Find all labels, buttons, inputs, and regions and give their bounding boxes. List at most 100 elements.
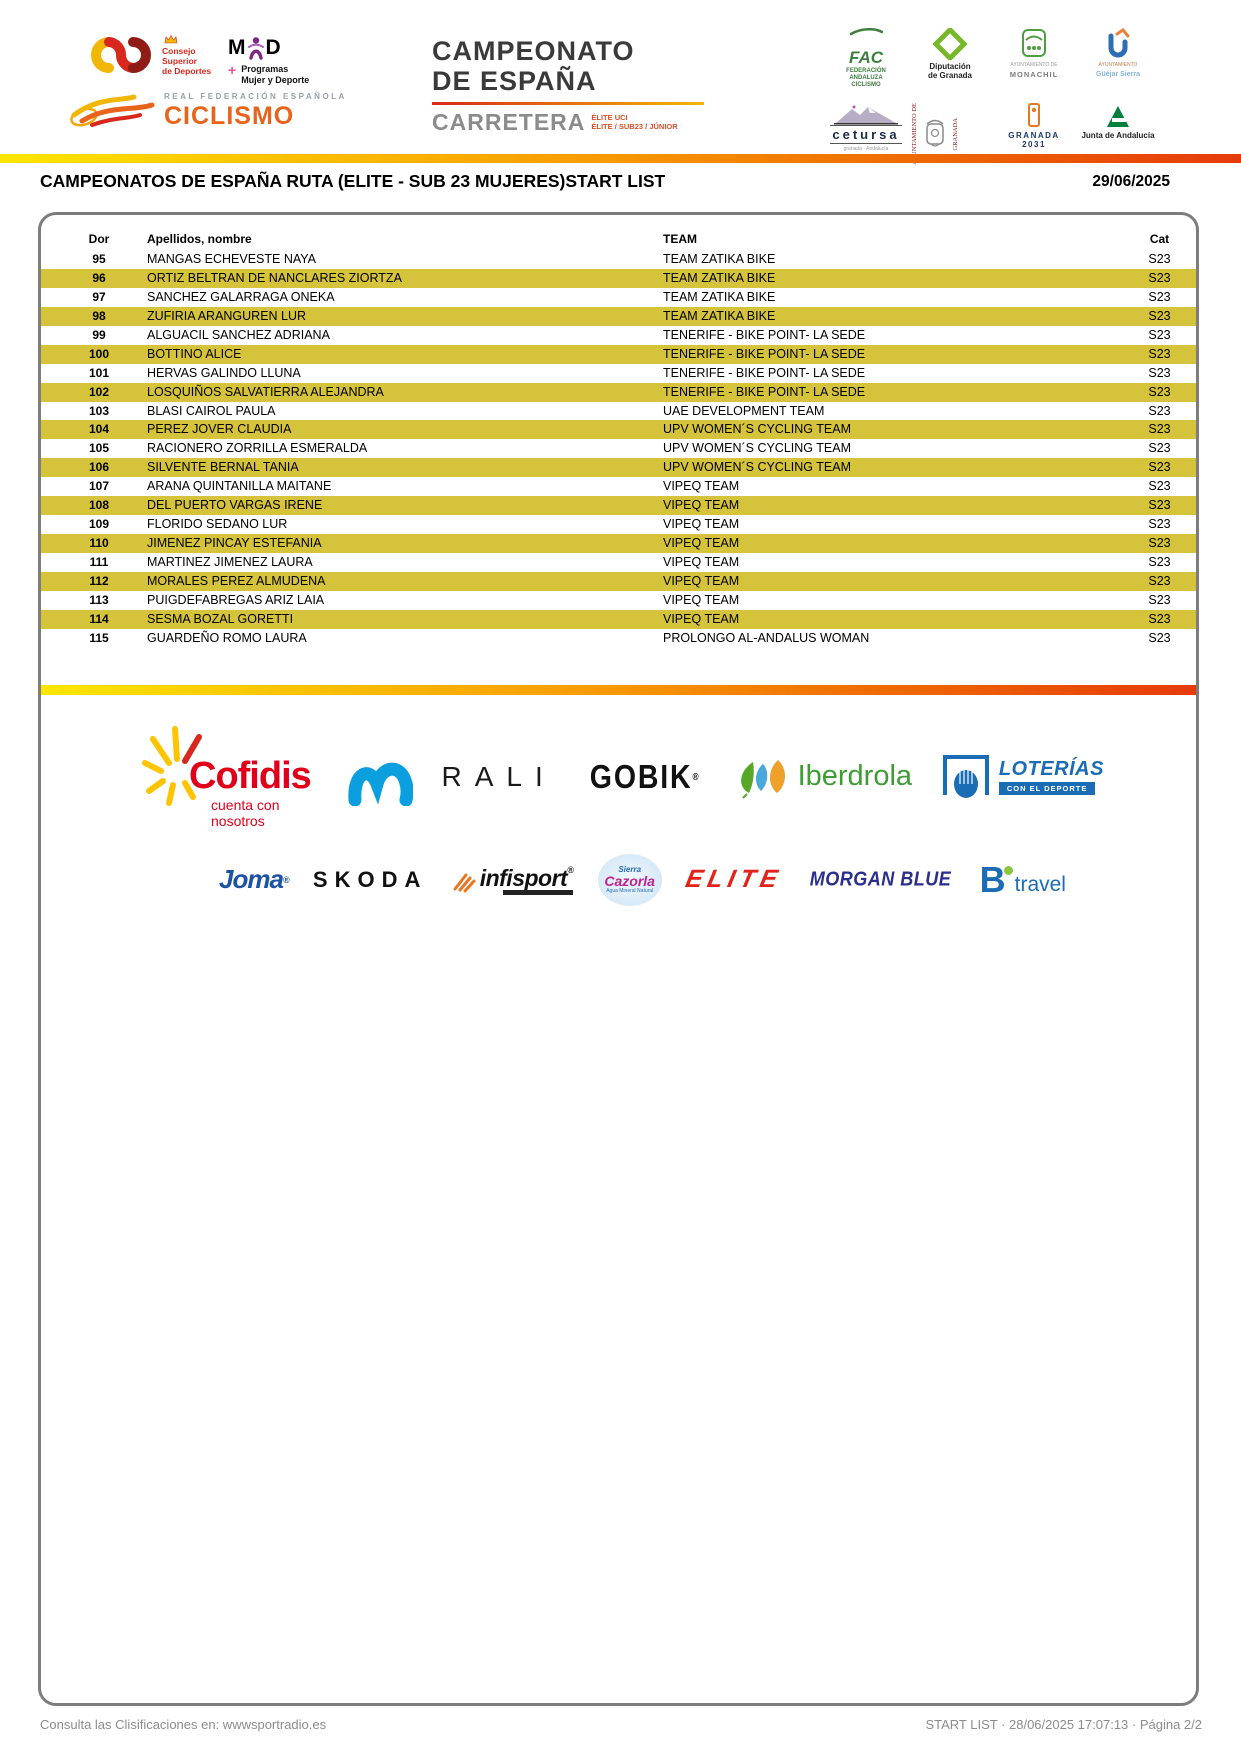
granada-vertical-text: GRANADA (952, 117, 959, 151)
rider-dorsal: 109 (88, 517, 110, 532)
btravel-wordmark: travel (1014, 872, 1066, 896)
monachil-emblem-icon (1022, 29, 1046, 57)
cetursa-wordmark: cetursa (830, 125, 902, 144)
subtitle-carretera: CARRETERA (432, 109, 586, 135)
rider-dorsal: 111 (89, 555, 109, 569)
rider-dorsal: 102 (88, 384, 110, 399)
rider-team: TEAM ZATIKA BIKE (663, 252, 776, 266)
rider-team: VIPEQ TEAM (663, 555, 740, 569)
csd-caption: Consejo (162, 46, 196, 56)
diputacion-granada-logo: Diputación de Granada (911, 28, 989, 80)
table-row: 113 PUIGDEFABREGAS ARIZ LAIA VIPEQ TEAM … (41, 591, 1196, 610)
cazorla-sierra-text: Sierra (618, 864, 642, 874)
rider-name: ARANA QUINTANILLA MAITANE (147, 479, 332, 494)
table-row: 95 MANGAS ECHEVESTE NAYA TEAM ZATIKA BIK… (41, 250, 1196, 269)
start-list-card: Dor Apellidos, nombre TEAM Cat 95 MANGAS… (38, 212, 1199, 1706)
page-footer: Consulta las Clisificaciones en: wwwspor… (40, 1717, 1202, 1732)
rider-team: UPV WOMEN´S CYCLING TEAM (663, 460, 851, 475)
infisport-subline (503, 889, 574, 895)
junta-andalucia-logo: Junta de Andalucía (1079, 103, 1157, 140)
rider-category: S23 (1148, 517, 1171, 532)
footer-left-text: Consulta las Clisificaciones en: wwwspor… (40, 1717, 327, 1732)
rider-category: S23 (1148, 252, 1171, 266)
junta-caption: Junta de Andalucía (1081, 131, 1155, 140)
loterias-logo: LOTERÍAS CON EL DEPORTE (941, 753, 1104, 801)
guejar-g-icon (1108, 28, 1130, 58)
table-row: 104 PEREZ JOVER CLAUDIA UPV WOMEN´S CYCL… (41, 420, 1196, 440)
rfec-federation-text: REAL FEDERACIÓN ESPAÑOLA (164, 92, 347, 101)
cazorla-subline: Agua Mineral Natural (606, 887, 654, 894)
loterias-banner: CON EL DEPORTE (998, 782, 1096, 796)
rider-dorsal: 107 (88, 479, 110, 494)
rider-name: HERVAS GALINDO LLUNA (147, 365, 301, 380)
myd-letter-d: D (265, 36, 281, 59)
rali-logo: RALI (441, 760, 556, 792)
rider-dorsal: 104 (88, 422, 110, 437)
rider-dorsal: 98 (92, 308, 106, 323)
championship-title: CAMPEONATO DE ESPAÑA CARRETERA ÉLITE UCI… (432, 36, 732, 136)
registered-mark: ® (282, 874, 290, 885)
monachil-sub: AYUNTAMIENTO DE (1010, 62, 1058, 68)
rider-team: VIPEQ TEAM (663, 573, 740, 588)
rider-category: S23 (1148, 327, 1171, 342)
fac-swoosh-icon (849, 28, 883, 36)
monachil-logo: AYUNTAMIENTO DE MONACHIL (995, 28, 1073, 78)
rider-team: TEAM ZATIKA BIKE (663, 308, 776, 323)
rider-dorsal: 101 (88, 365, 110, 380)
junta-triangle-icon (1107, 106, 1129, 127)
table-row: 96 ORTIZ BELTRAN DE NANCLARES ZIORTZA TE… (41, 268, 1196, 288)
partner-logos: FAC FEDERACIÓN ANDALUZA CICLISMO Diputac… (827, 28, 1157, 165)
table-row: 101 HERVAS GALINDO LLUNA TENERIFE - BIKE… (41, 364, 1196, 383)
rider-name: JIMENEZ PINCAY ESTEFANIA (147, 536, 322, 551)
granada-2031-logo: GRANADA 2031 (995, 103, 1073, 149)
rider-dorsal: 105 (88, 441, 110, 456)
rider-team: TENERIFE - BIKE POINT- LA SEDE (663, 327, 866, 342)
subtitle-tag-2: ÉLITE / SUB23 / JÚNIOR (591, 122, 678, 131)
cetursa-caption: granada · Andalucía (843, 146, 889, 152)
monachil-caption: MONACHIL (1009, 70, 1059, 79)
cazorla-wordmark: Cazorla (604, 872, 655, 889)
granada-2031-caption: GRANADA 2031 (1008, 131, 1060, 149)
table-row: 103 BLASI CAIROL PAULA UAE DEVELOPMENT T… (41, 402, 1196, 421)
csd-caption: de Deportes (162, 66, 212, 76)
btravel-b: B (979, 858, 1006, 900)
cofidis-sun-icon (142, 725, 202, 806)
rider-category: S23 (1148, 289, 1171, 304)
rider-team: VIPEQ TEAM (663, 479, 740, 494)
rider-name: SILVENTE BERNAL TANIA (147, 460, 299, 475)
table-row: 108 DEL PUERTO VARGAS IRENE VIPEQ TEAM S… (41, 496, 1196, 516)
sponsor-row-1: Cofidis cuenta con nosotros RALI GOBIK ® (141, 721, 1104, 833)
guejar-sierra-logo: AYUNTAMIENTO Güéjar Sierra (1079, 28, 1157, 78)
rider-team: VIPEQ TEAM (663, 611, 740, 626)
subtitle-tag-1: ÉLITE UCI (591, 113, 628, 122)
iberdrola-leaf-icon (740, 759, 785, 799)
table-row: 102 LOSQUIÑOS SALVATIERRA ALEJANDRA TENE… (41, 382, 1196, 402)
rfec-ciclismo-text: CICLISMO (164, 102, 295, 130)
rfec-logo: REAL FEDERACIÓN ESPAÑOLA CICLISMO (68, 92, 347, 131)
rider-category: S23 (1148, 630, 1171, 645)
cazorla-logo: Sierra Cazorla Agua Mineral Natural (597, 853, 662, 906)
csd-rings-icon (91, 37, 151, 73)
infisport-wordmark: infisport® (479, 864, 574, 891)
joma-logo: Joma ® (219, 864, 290, 895)
guejar-caption: Güéjar Sierra (1096, 71, 1140, 78)
table-header: Dor Apellidos, nombre TEAM Cat (41, 228, 1196, 250)
table-row: 106 SILVENTE BERNAL TANIA UPV WOMEN´S CY… (41, 458, 1196, 478)
rider-team: TEAM ZATIKA BIKE (663, 270, 776, 285)
rider-dorsal: 114 (89, 611, 109, 626)
gobik-logo: GOBIK ® (589, 757, 701, 796)
rider-dorsal: 97 (92, 289, 106, 304)
table-row: 110 JIMENEZ PINCAY ESTEFANIA VIPEQ TEAM … (41, 534, 1196, 553)
rider-name: MARTINEZ JIMENEZ LAURA (147, 555, 313, 569)
rfec-swoosh-icon (70, 94, 155, 127)
cofidis-wordmark: Cofidis (189, 754, 312, 797)
rider-dorsal: 100 (88, 346, 110, 361)
loterias-wordmark: LOTERÍAS (998, 758, 1104, 781)
ayuntamiento-granada-logo: AYUNTAMIENTO DE GRANADA (911, 103, 989, 165)
rider-name: DEL PUERTO VARGAS IRENE (147, 498, 323, 513)
bottom-gradient-bar (41, 684, 1196, 695)
rider-category: S23 (1148, 365, 1171, 380)
btravel-logo: B travel (979, 858, 1066, 900)
rider-name: LOSQUIÑOS SALVATIERRA ALEJANDRA (147, 384, 384, 399)
